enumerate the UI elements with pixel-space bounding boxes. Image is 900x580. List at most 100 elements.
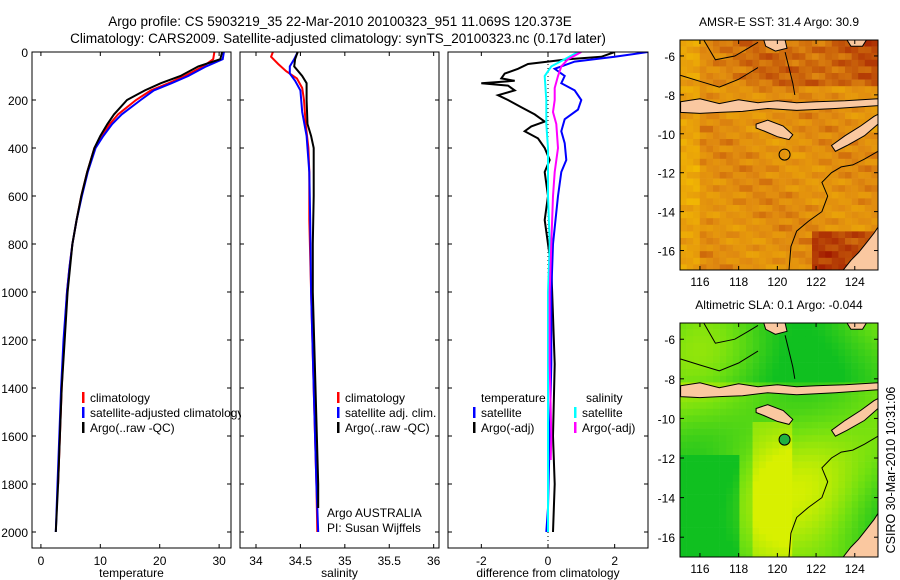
lon-tick-label: 124: [845, 275, 865, 289]
lat-tick-label: -14: [658, 492, 676, 506]
legend-swatch: [473, 422, 476, 433]
y-tick-label: 1200: [1, 334, 28, 348]
lon-tick-label: 118: [729, 275, 748, 289]
land: [680, 98, 878, 114]
land: [755, 119, 794, 141]
series-temperature-satellite-line: [545, 52, 648, 533]
legend-label: satellite: [481, 406, 522, 420]
temperature-panel: 0 200 400 600 800 1000 1200 1400 1600 1800 2000 0 10…: [1, 46, 243, 580]
legend-label: climatology: [90, 391, 150, 405]
lon-tick-label: 118: [729, 562, 748, 576]
legend-header: temperature: [481, 391, 546, 405]
lon-tick-label: 122: [806, 275, 826, 289]
bathymetry-contour: [784, 335, 796, 379]
legend-swatch: [574, 422, 577, 433]
plot-frame: [447, 51, 649, 549]
map-frame: [679, 322, 879, 558]
lon-tick-label: 124: [845, 562, 865, 576]
bathymetry-contour: [680, 67, 759, 88]
land: [842, 226, 878, 270]
x-tick-label: 35.5: [378, 554, 402, 568]
timestamp-footer: CSIRO 30-Mar-2010 10:31:06: [884, 387, 898, 554]
bathymetry-contour: [788, 150, 878, 270]
y-tick-label: 400: [8, 142, 28, 156]
legend-swatch: [337, 407, 340, 418]
legend-swatch: [337, 422, 340, 433]
y-tick-label: 600: [8, 190, 28, 204]
series-argo-raw-qc--line: [54, 52, 224, 533]
lat-tick-label: -12: [658, 452, 676, 466]
x-axis-label: difference from climatology: [476, 566, 619, 580]
x-tick-label: 0: [545, 554, 552, 568]
plot-frame: [239, 51, 440, 549]
lat-tick-label: -14: [658, 206, 676, 220]
legend-swatch: [82, 422, 85, 433]
legend-swatch: [473, 407, 476, 418]
map-field: [680, 323, 879, 558]
bathymetry-contour: [788, 435, 878, 557]
land: [763, 323, 788, 335]
land: [842, 512, 878, 557]
figure-title-line1: Argo profile: CS 5903219_35 22-Mar-2010 …: [108, 14, 572, 29]
plot-frame: [31, 51, 232, 549]
legend-swatch: [337, 392, 340, 403]
lon-tick-label: 120: [767, 562, 787, 576]
lat-tick-label: -6: [664, 333, 675, 347]
legend-label: Argo(..raw -QC): [90, 421, 175, 435]
legend-label: Argo(-adj): [481, 421, 534, 435]
x-tick-label: -2: [476, 554, 487, 568]
map-frame: [679, 39, 879, 271]
y-tick-label: 0: [21, 46, 28, 60]
bathymetry-contour: [703, 40, 759, 61]
legend-label: Argo(-adj): [582, 421, 635, 435]
x-tick-label: 10: [94, 554, 108, 568]
land: [830, 398, 878, 437]
lat-tick-label: -8: [664, 89, 675, 103]
land: [680, 382, 878, 399]
legend-label: Argo(..raw -QC): [345, 421, 430, 435]
map-title: AMSR-E SST: 31.4 Argo: 30.9: [699, 15, 859, 29]
x-tick-label: 0: [38, 554, 45, 568]
lat-tick-label: -16: [658, 531, 676, 545]
legend: temperature salinitysatelliteArgo(-adj)sa…: [473, 391, 635, 435]
x-tick-label: 20: [153, 554, 167, 568]
legend-label: satellite adj. clim.: [345, 406, 436, 420]
y-tick-label: 200: [8, 94, 28, 108]
pi-annotation: Argo AUSTRALIA: [327, 506, 422, 520]
y-tick-label: 1400: [1, 382, 28, 396]
y-tick-label: 1600: [1, 430, 28, 444]
argo-float-marker: [778, 433, 791, 446]
y-tick-label: 800: [8, 238, 28, 252]
x-tick-label: 2: [611, 554, 618, 568]
lat-tick-label: -16: [658, 245, 676, 259]
legend-label: satellite-adjusted climatology: [90, 406, 243, 420]
x-tick-label: 35: [338, 554, 352, 568]
sst-map: AMSR-E SST: 31.4 Argo: 30.9 116 118 120 122 1…: [658, 15, 879, 289]
salinity-panel: 34 34.5 35 35.5 36 salinity climatologysatelli…: [239, 51, 441, 580]
series-satellite-adj-clim--line: [288, 52, 320, 533]
series-salinity-satellite-line: [543, 52, 579, 532]
x-tick-label: 34.5: [289, 554, 313, 568]
sla-map: Altimetric SLA: 0.1 Argo: -0.044 116 118 12…: [658, 298, 879, 576]
x-axis-label: temperature: [99, 566, 164, 580]
land: [763, 40, 788, 52]
legend-header: salinity: [586, 391, 623, 405]
series-salinity-argo-adj--line: [548, 52, 582, 461]
figure-title-line2: Climatology: CARS2009. Satellite-adjuste…: [70, 31, 606, 46]
map-title: Altimetric SLA: 0.1 Argo: -0.044: [695, 298, 863, 312]
land: [830, 113, 878, 152]
legend-swatch: [574, 407, 577, 418]
x-tick-label: 34: [249, 554, 263, 568]
legend-swatch: [82, 392, 85, 403]
map-field: [680, 40, 879, 271]
bathymetry-contour: [680, 350, 759, 372]
land: [846, 40, 867, 47]
pi-annotation: PI: Susan Wijffels: [327, 521, 421, 535]
bathymetry-contour: [784, 51, 796, 95]
legend-label: satellite: [582, 406, 623, 420]
land: [846, 323, 867, 330]
y-tick-label: 1800: [1, 478, 28, 492]
